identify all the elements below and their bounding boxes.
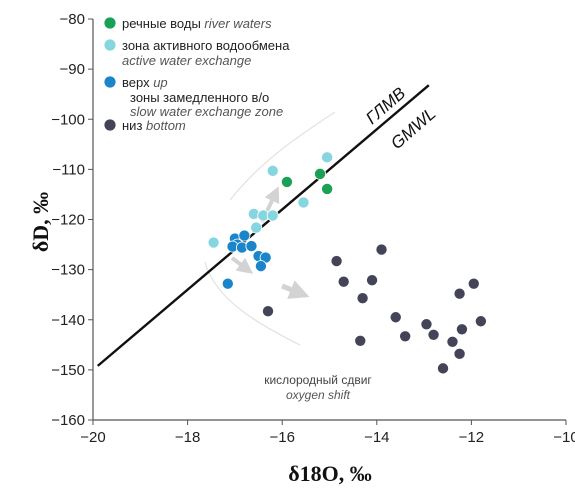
data-point-bottom	[467, 277, 480, 290]
y-tick-label: −120	[51, 212, 85, 229]
data-point-river-waters	[280, 175, 293, 188]
legend-label-bottom: низ bottom	[122, 118, 186, 133]
data-point-bottom	[446, 335, 459, 348]
data-point-river-waters	[321, 182, 334, 195]
y-tick-label: −150	[51, 362, 85, 379]
gmwl-label-en: GMWL	[387, 104, 439, 153]
x-tick-label: −18	[175, 429, 200, 446]
data-point-up	[221, 277, 234, 290]
data-point-bottom	[453, 287, 466, 300]
data-point-bottom	[389, 311, 402, 324]
legend-marker-active	[104, 39, 116, 51]
data-point-bottom	[366, 274, 379, 287]
data-point-bottom	[354, 334, 367, 347]
data-point-active-water-exchange	[266, 209, 279, 222]
x-tick-label: −10	[553, 429, 575, 446]
data-point-bottom	[420, 318, 433, 331]
legend-marker-up	[104, 76, 116, 88]
data-point-bottom	[262, 305, 275, 318]
oxygen-shift-label-en: oxygen shift	[286, 388, 351, 402]
shift-arrow-3	[281, 280, 310, 299]
x-tick-label: −16	[269, 429, 294, 446]
data-point-up	[238, 229, 251, 242]
data-point-active-water-exchange	[266, 164, 279, 177]
legend-label-active-en: active water exchange	[122, 53, 251, 68]
legend-marker-river	[104, 17, 116, 29]
x-tick-label: −12	[459, 429, 484, 446]
x-tick-label: −20	[80, 429, 105, 446]
data-point-bottom	[330, 255, 343, 268]
legend: речные воды river waters зона активного в…	[104, 16, 290, 133]
oxygen-shift-label-ru: кислородный сдвиг	[264, 373, 372, 387]
data-point-up	[254, 260, 267, 273]
data-point-bottom	[474, 315, 487, 328]
data-point-river-waters	[314, 167, 327, 180]
y-tick-label: −160	[51, 412, 85, 429]
legend-label-river: речные воды river waters	[122, 16, 272, 31]
y-tick-label: −130	[51, 262, 85, 279]
legend-group-label-en: slow water exchange zone	[130, 104, 283, 119]
y-tick-label: −140	[51, 312, 85, 329]
legend-group-label-ru: зоны замедленного в/о	[130, 90, 269, 105]
data-points	[207, 151, 487, 375]
legend-label-up: верх up	[122, 75, 168, 90]
data-point-active-water-exchange	[207, 236, 220, 249]
data-point-bottom	[399, 330, 412, 343]
data-point-active-water-exchange	[250, 221, 263, 234]
data-point-active-water-exchange	[297, 196, 310, 209]
shift-arrow-2	[230, 256, 254, 274]
data-point-bottom	[356, 292, 369, 305]
data-point-bottom	[427, 328, 440, 341]
data-point-bottom	[453, 347, 466, 360]
gmwl-line	[96, 84, 430, 367]
data-point-active-water-exchange	[321, 151, 334, 164]
y-tick-label: −100	[51, 111, 85, 128]
legend-label-active-ru: зона активного водообмена	[122, 38, 290, 53]
gmwl-line-group	[96, 84, 430, 367]
data-point-bottom	[375, 243, 388, 256]
data-point-bottom	[337, 275, 350, 288]
x-tick-label: −14	[364, 429, 389, 446]
y-tick-label: −90	[60, 61, 85, 78]
axes: −160 −150 −140 −130 −120 −110 −100 −90 −80 −20 −18…	[51, 11, 575, 446]
data-point-up	[245, 240, 258, 253]
data-point-bottom	[437, 362, 450, 375]
shift-guide-lower	[204, 261, 301, 346]
shift-guide-upper	[229, 111, 336, 201]
y-tick-label: −80	[60, 11, 85, 28]
y-tick-label: −110	[52, 161, 85, 178]
x-axis-title: δ18O, ‰	[288, 461, 372, 486]
y-axis-title: δD, ‰	[28, 192, 53, 252]
legend-marker-bottom	[104, 119, 116, 131]
data-point-bottom	[455, 323, 468, 336]
